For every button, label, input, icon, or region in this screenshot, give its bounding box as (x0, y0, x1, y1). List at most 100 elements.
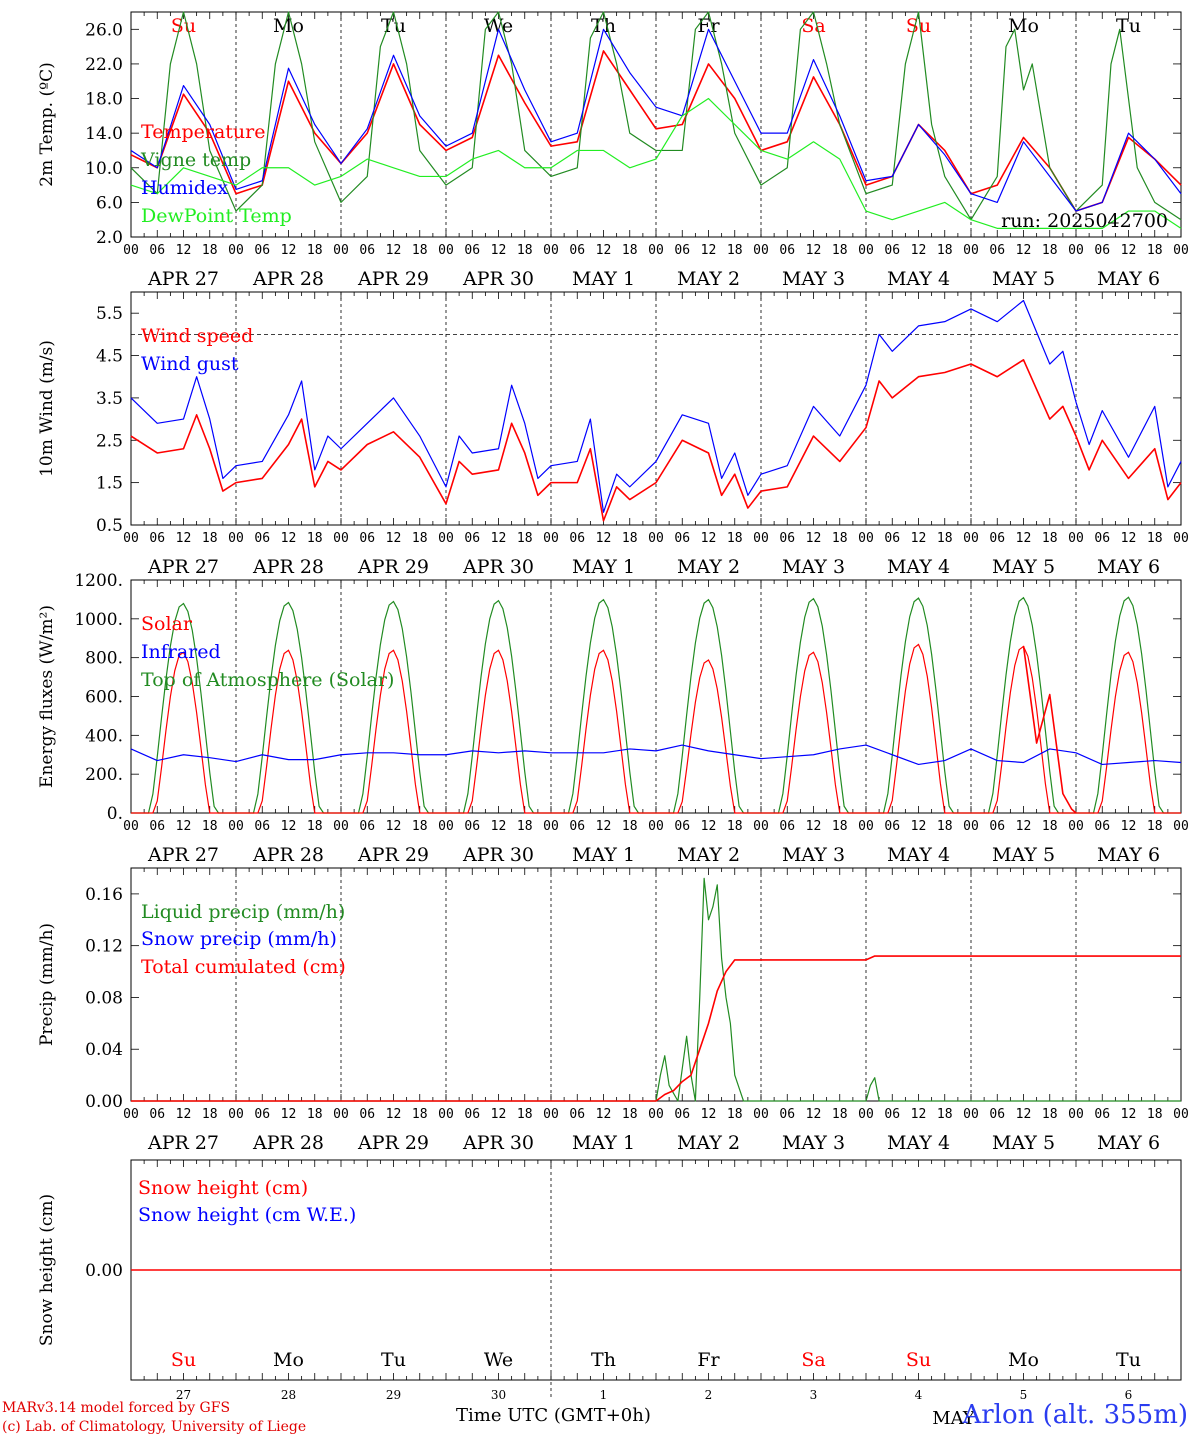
hour-tick-label: 18 (727, 243, 743, 258)
y-tick-label: 22.0 (85, 55, 123, 75)
date-label: MAY 2 (677, 1132, 740, 1154)
weekday-label: Mo (273, 1349, 304, 1371)
date-label: MAY 3 (782, 556, 845, 578)
hour-tick-label: 12 (596, 531, 612, 546)
hour-tick-label: 12 (596, 243, 612, 258)
hour-tick-label: 06 (254, 1107, 270, 1122)
hour-tick-label: 06 (989, 1107, 1005, 1122)
hour-tick-label: 06 (149, 1107, 165, 1122)
hour-tick-label: 18 (937, 243, 953, 258)
hour-tick-label: 12 (911, 1107, 927, 1122)
series-line-infrared (130, 744, 1182, 766)
y-tick-label: 6.0 (96, 193, 123, 213)
date-label: APR 28 (252, 268, 324, 290)
hour-tick-label: 12 (701, 1107, 717, 1122)
weekday-label: Tu (381, 15, 406, 37)
hour-tick-label: 18 (307, 531, 323, 546)
hour-tick-label: 18 (1147, 531, 1163, 546)
legend-entry: Total cumulated (cm) (141, 956, 346, 978)
hour-tick-label: 06 (1094, 819, 1110, 834)
hour-tick-label: 18 (937, 819, 953, 834)
hour-tick-label: 12 (1016, 1107, 1032, 1122)
hour-tick-label: 12 (281, 531, 297, 546)
plot-frame (130, 11, 1182, 238)
y-tick-label: 18.0 (85, 90, 123, 110)
hour-tick-label: 12 (281, 243, 297, 258)
y-tick-label: 1000. (74, 610, 123, 630)
month-label: MAY (932, 1408, 976, 1429)
day-number-label: 30 (491, 1388, 506, 1402)
hour-tick-label: 00 (333, 243, 349, 258)
date-label: APR 27 (147, 844, 219, 866)
y-axis-title: Snow height (cm) (37, 1194, 57, 1346)
day-number-label: 27 (176, 1388, 191, 1402)
hour-tick-label: 06 (884, 243, 900, 258)
legend-entry: Solar (141, 613, 193, 635)
hour-tick-label: 18 (307, 819, 323, 834)
y-tick-label: 400. (85, 726, 123, 746)
date-label: APR 30 (462, 844, 534, 866)
hour-tick-label: 06 (359, 243, 375, 258)
series-line-total-cumulated-cm- (131, 955, 1181, 1102)
hour-tick-label: 18 (727, 819, 743, 834)
date-label: APR 28 (252, 556, 324, 578)
hour-tick-label: 12 (176, 1107, 192, 1122)
hour-tick-label: 06 (569, 1107, 585, 1122)
hour-tick-label: 12 (386, 531, 402, 546)
legend-entry: Liquid precip (mm/h) (141, 901, 345, 923)
date-label: MAY 4 (887, 1132, 950, 1154)
hour-tick-label: 00 (543, 1107, 559, 1122)
run-annotation: run: 2025042700 (1001, 210, 1168, 232)
hour-tick-label: 00 (228, 819, 244, 834)
y-tick-label: 2.0 (96, 228, 123, 248)
series-line-humidex (130, 28, 1182, 212)
date-label: MAY 1 (572, 844, 635, 866)
hour-tick-label: 12 (701, 531, 717, 546)
weekday-label: We (484, 15, 513, 37)
hour-tick-label: 06 (1094, 1107, 1110, 1122)
hour-tick-label: 00 (1173, 531, 1189, 546)
date-label: APR 30 (462, 556, 534, 578)
weekday-label: Su (906, 15, 931, 37)
date-label: APR 27 (147, 1132, 219, 1154)
hour-tick-label: 06 (1094, 531, 1110, 546)
date-label: MAY 4 (887, 844, 950, 866)
station-label: Arlon (alt. 355m) (962, 1400, 1188, 1430)
hour-tick-label: 06 (989, 819, 1005, 834)
date-label: APR 27 (147, 268, 219, 290)
weekday-label: Su (171, 1349, 196, 1371)
hour-tick-label: 06 (254, 531, 270, 546)
series-line-solar-may-5-dip- (1022, 645, 1077, 814)
hour-tick-label: 00 (1068, 531, 1084, 546)
day-number-label: 2 (705, 1388, 713, 1402)
hour-tick-label: 00 (123, 1107, 139, 1122)
series-line-dewpoint-temp (130, 97, 1182, 229)
y-tick-label: 4.5 (96, 347, 123, 367)
hour-tick-label: 06 (254, 819, 270, 834)
hour-tick-label: 00 (228, 243, 244, 258)
series-line-liquid-precip-mm-h- (131, 877, 1181, 1102)
hour-tick-label: 00 (438, 1107, 454, 1122)
hour-tick-label: 06 (779, 1107, 795, 1122)
y-axis-title: 2m Temp. (ºC) (37, 62, 57, 187)
hour-tick-label: 00 (333, 531, 349, 546)
hour-tick-label: 18 (202, 819, 218, 834)
hour-tick-label: 00 (1173, 243, 1189, 258)
day-number-label: 3 (810, 1388, 818, 1402)
hour-tick-label: 06 (464, 531, 480, 546)
hour-tick-label: 00 (543, 531, 559, 546)
hour-tick-label: 06 (989, 531, 1005, 546)
hour-tick-label: 06 (779, 243, 795, 258)
hour-tick-label: 18 (202, 531, 218, 546)
date-label: MAY 6 (1097, 1132, 1160, 1154)
date-label: MAY 4 (887, 556, 950, 578)
hour-tick-label: 00 (543, 243, 559, 258)
hour-tick-label: 00 (438, 531, 454, 546)
hour-tick-label: 06 (1094, 243, 1110, 258)
y-axis-title: Energy fluxes (W/m²) (37, 605, 57, 788)
hour-tick-label: 12 (596, 1107, 612, 1122)
weekday-label: Mo (1008, 1349, 1039, 1371)
date-label: APR 27 (147, 556, 219, 578)
hour-tick-label: 06 (464, 243, 480, 258)
hour-tick-label: 12 (596, 819, 612, 834)
